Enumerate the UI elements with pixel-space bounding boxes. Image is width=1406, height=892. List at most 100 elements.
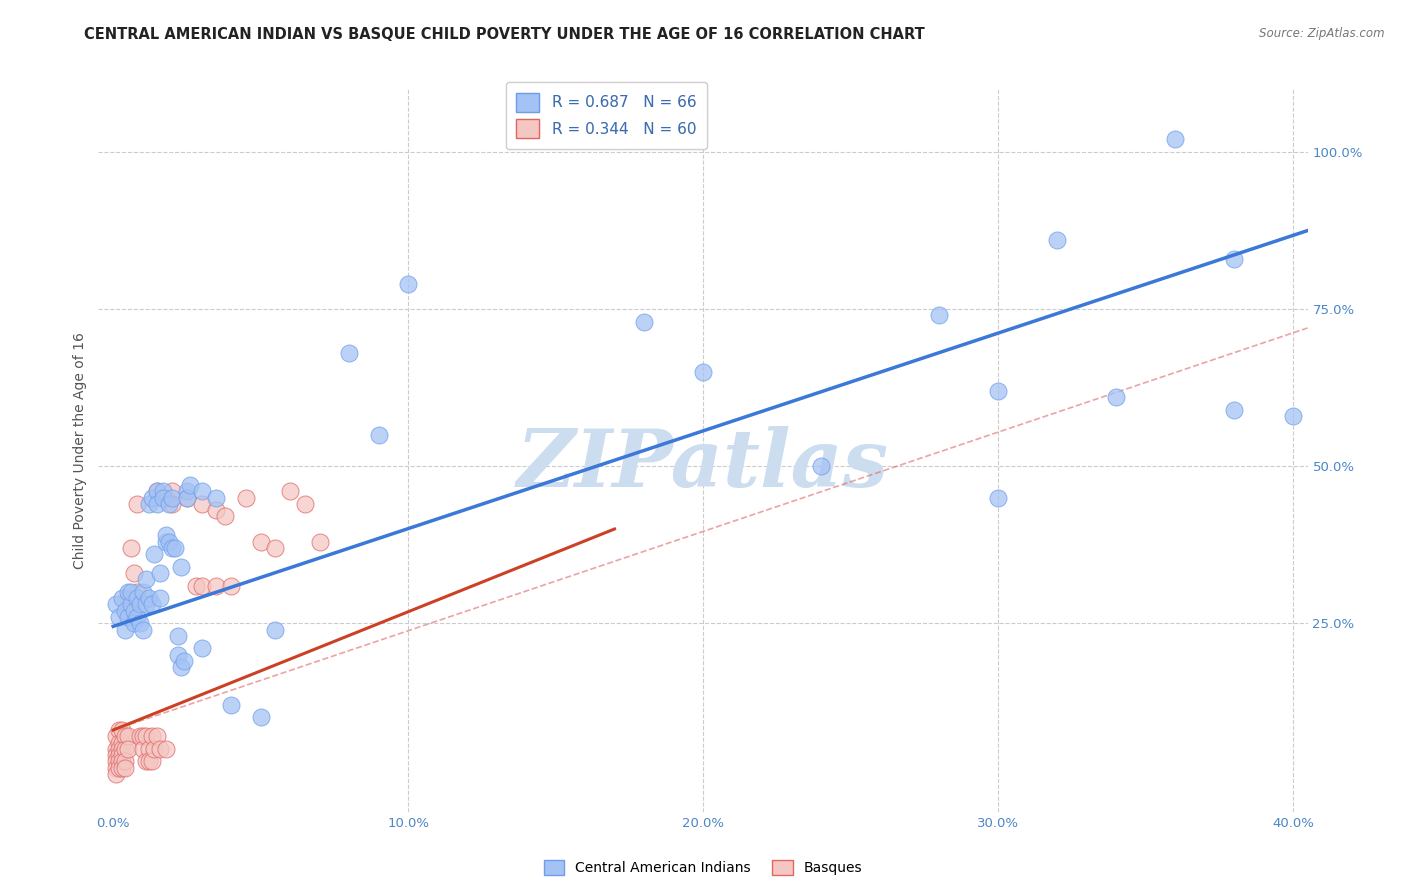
Point xyxy=(122,604,145,618)
Point xyxy=(167,629,190,643)
Point xyxy=(141,755,163,769)
Point xyxy=(114,742,136,756)
Point xyxy=(1282,409,1305,423)
Point xyxy=(146,497,169,511)
Point xyxy=(122,566,145,580)
Y-axis label: Child Poverty Under the Age of 16: Child Poverty Under the Age of 16 xyxy=(73,332,87,569)
Point xyxy=(190,484,212,499)
Point xyxy=(157,534,180,549)
Point xyxy=(108,723,131,737)
Point xyxy=(146,484,169,499)
Point xyxy=(138,742,160,756)
Point xyxy=(111,748,134,763)
Point xyxy=(170,660,193,674)
Text: ZIPatlas: ZIPatlas xyxy=(517,426,889,504)
Point xyxy=(105,767,128,781)
Point xyxy=(111,591,134,606)
Point xyxy=(114,729,136,743)
Point xyxy=(111,723,134,737)
Point xyxy=(184,578,207,592)
Point xyxy=(117,584,139,599)
Point xyxy=(165,541,187,555)
Point xyxy=(1164,132,1187,146)
Point xyxy=(105,755,128,769)
Point xyxy=(131,729,153,743)
Point xyxy=(149,566,172,580)
Point xyxy=(235,491,257,505)
Point xyxy=(114,623,136,637)
Point xyxy=(190,578,212,592)
Point xyxy=(249,710,271,724)
Point xyxy=(135,755,157,769)
Point xyxy=(108,742,131,756)
Point xyxy=(170,559,193,574)
Point xyxy=(155,742,177,756)
Point xyxy=(176,491,198,505)
Point xyxy=(117,742,139,756)
Point xyxy=(219,698,242,712)
Point xyxy=(128,616,150,631)
Point xyxy=(131,584,153,599)
Point xyxy=(105,742,128,756)
Point xyxy=(135,598,157,612)
Point xyxy=(205,503,228,517)
Point xyxy=(396,277,419,291)
Point xyxy=(125,497,148,511)
Point xyxy=(278,484,301,499)
Point xyxy=(155,534,177,549)
Point xyxy=(1223,402,1246,417)
Point xyxy=(117,610,139,624)
Point xyxy=(155,491,177,505)
Point xyxy=(125,591,148,606)
Point xyxy=(131,623,153,637)
Point xyxy=(117,729,139,743)
Point xyxy=(1046,233,1069,247)
Point xyxy=(108,736,131,750)
Legend: R = 0.687   N = 66, R = 0.344   N = 60: R = 0.687 N = 66, R = 0.344 N = 60 xyxy=(506,82,707,149)
Point xyxy=(214,509,236,524)
Point xyxy=(135,572,157,586)
Point xyxy=(143,547,166,561)
Point xyxy=(128,729,150,743)
Point xyxy=(294,497,316,511)
Point xyxy=(155,528,177,542)
Point xyxy=(114,755,136,769)
Point xyxy=(138,497,160,511)
Point xyxy=(1105,390,1128,404)
Point xyxy=(146,484,169,499)
Point xyxy=(633,315,655,329)
Point xyxy=(135,729,157,743)
Point xyxy=(105,761,128,775)
Point xyxy=(987,384,1010,398)
Point xyxy=(692,365,714,379)
Point xyxy=(219,578,242,592)
Point xyxy=(111,755,134,769)
Point xyxy=(120,598,142,612)
Point xyxy=(114,604,136,618)
Point xyxy=(114,761,136,775)
Point xyxy=(125,610,148,624)
Point xyxy=(249,534,271,549)
Point xyxy=(108,761,131,775)
Point xyxy=(149,591,172,606)
Point xyxy=(152,491,174,505)
Point xyxy=(120,584,142,599)
Point xyxy=(122,616,145,631)
Text: Source: ZipAtlas.com: Source: ZipAtlas.com xyxy=(1260,27,1385,40)
Point xyxy=(141,729,163,743)
Point xyxy=(157,497,180,511)
Point xyxy=(111,761,134,775)
Point xyxy=(141,598,163,612)
Point xyxy=(138,755,160,769)
Point xyxy=(108,748,131,763)
Point xyxy=(173,654,195,668)
Point xyxy=(105,598,128,612)
Point xyxy=(108,610,131,624)
Point xyxy=(264,623,287,637)
Point xyxy=(205,491,228,505)
Point xyxy=(141,491,163,505)
Point xyxy=(987,491,1010,505)
Point xyxy=(190,641,212,656)
Point xyxy=(131,742,153,756)
Point xyxy=(160,497,183,511)
